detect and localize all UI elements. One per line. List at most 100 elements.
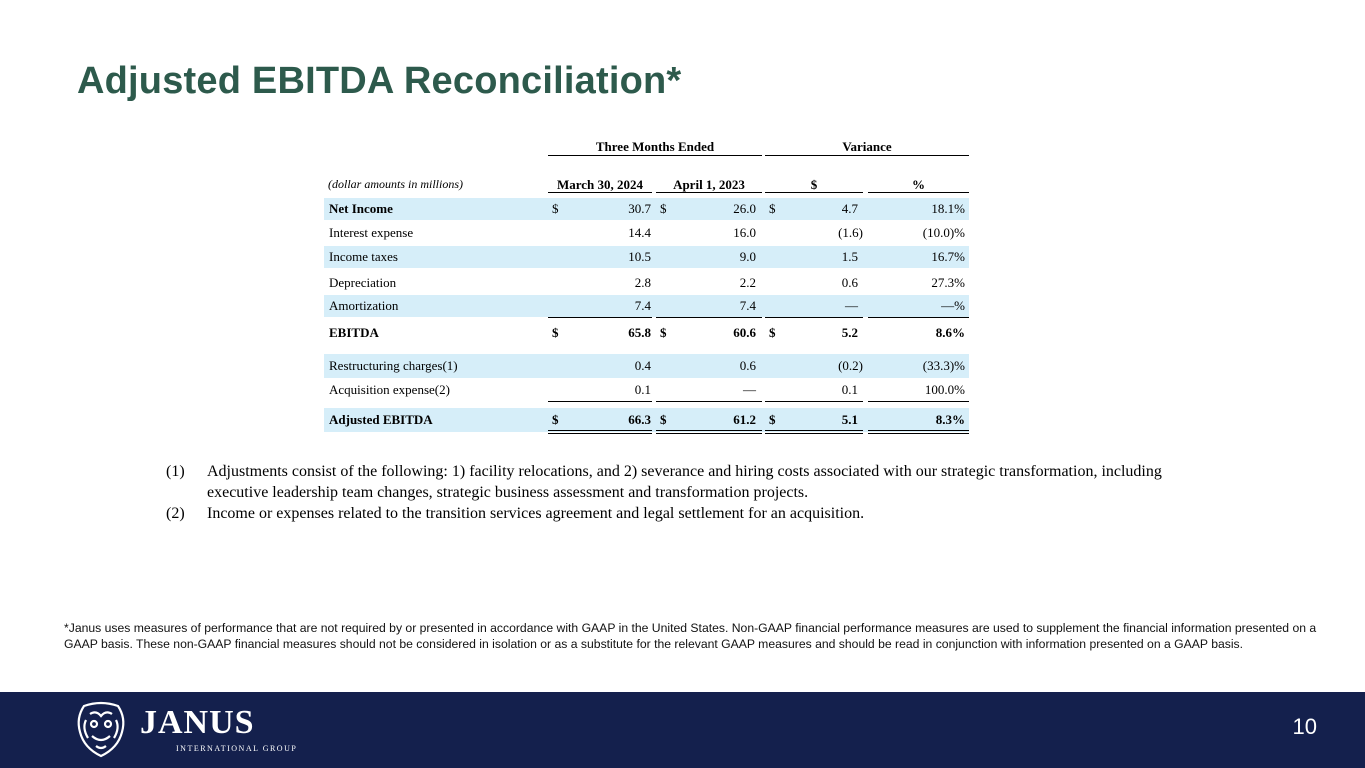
column-line-3 [765,192,863,193]
cell-april-2023: — [743,382,756,397]
row-label: Net Income [329,201,393,216]
row-label: EBITDA [329,325,379,340]
footnote-2: (2) Income or expenses related to the tr… [166,503,1176,524]
subtotal-underline-4 [868,317,969,318]
currency-symbol: $ [769,201,776,216]
cell-variance-percent: —% [941,298,965,313]
row-label: Adjusted EBITDA [329,412,433,427]
cell-variance-dollar: 4.7 [841,201,858,216]
cell-variance-dollar: 0.1 [841,382,858,397]
column-header-april-2023: April 1, 2023 [673,177,745,192]
footnote-text: Adjustments consist of the following: 1)… [207,463,1162,501]
table-row-adjusted-ebitda: Adjusted EBITDA $ 66.3 $ 61.2 $ 5.1 8.3% [324,408,969,432]
logo-wordmark: JANUS [140,704,255,741]
page-number: 10 [1292,714,1317,739]
subtotal-underline-1 [548,317,652,318]
adjustment-underline-4 [868,401,969,402]
cell-april-2023: 60.6 [733,325,756,340]
cell-april-2023: 2.2 [739,275,756,290]
table-row-acquisition-expense: Acquisition expense(2) 0.1 — 0.1 100.0% [324,379,969,401]
cell-variance-dollar: 1.5 [841,249,858,264]
cell-april-2023: 26.0 [733,201,756,216]
cell-variance-dollar: (0.2) [838,358,863,373]
cell-variance-percent: 18.1% [931,201,965,216]
table-row-interest-expense: Interest expense 14.4 16.0 (1.6) (10.0)% [324,222,969,244]
cell-march-2024: 66.3 [628,412,651,427]
total-double-underline-4 [868,430,969,434]
row-label: Depreciation [329,275,397,290]
column-line-1 [548,192,652,193]
cell-variance-percent: 8.3% [935,412,965,427]
footer-bar: JANUS INTERNATIONAL GROUP 10 [0,692,1365,768]
column-line-2 [656,192,762,193]
total-double-underline-2 [656,430,762,434]
cell-variance-percent: (10.0)% [922,225,965,240]
footnote-text: Income or expenses related to the transi… [207,505,865,522]
table-row-net-income: Net Income $ 30.7 $ 26.0 $ 4.7 18.1% [324,198,969,220]
adjustment-underline-1 [548,401,652,402]
cell-variance-dollar: (1.6) [838,225,863,240]
column-header-march-2024: March 30, 2024 [556,177,644,192]
currency-symbol: $ [552,412,559,427]
row-label: Acquisition expense(2) [329,382,450,397]
currency-symbol: $ [660,201,667,216]
gaap-disclaimer: *Janus uses measures of performance that… [64,621,1317,651]
table-row-restructuring-charges: Restructuring charges(1) 0.4 0.6 (0.2) (… [324,354,969,378]
currency-symbol: $ [769,412,776,427]
cell-variance-dollar: 5.1 [841,412,858,427]
cell-variance-percent: (33.3)% [922,358,965,373]
currency-symbol: $ [552,201,559,216]
table-row-income-taxes: Income taxes 10.5 9.0 1.5 16.7% [324,246,969,268]
cell-variance-dollar: 5.2 [841,325,858,340]
cell-march-2024: 65.8 [628,325,651,340]
cell-march-2024: 7.4 [634,298,651,313]
cell-march-2024: 14.4 [628,225,651,240]
total-double-underline-3 [765,430,863,434]
table-row-amortization: Amortization 7.4 7.4 — —% [324,295,969,317]
row-label: Restructuring charges(1) [329,358,458,373]
group-header-three-months: Three Months Ended [595,139,715,154]
cell-variance-percent: 8.6% [935,325,965,340]
cell-variance-percent: 100.0% [924,382,965,397]
group-line-three-months [548,155,762,156]
cell-march-2024: 2.8 [634,275,651,290]
cell-variance-percent: 16.7% [931,249,965,264]
currency-symbol: $ [660,325,667,340]
total-double-underline-1 [548,430,652,434]
group-line-variance [765,155,969,156]
cell-april-2023: 9.0 [739,249,756,264]
currency-symbol: $ [660,412,667,427]
cell-march-2024: 0.1 [634,382,651,397]
adjustment-underline-2 [656,401,762,402]
row-label: Income taxes [329,249,398,264]
cell-march-2024: 30.7 [628,201,651,216]
column-line-4 [868,192,969,193]
cell-march-2024: 10.5 [628,249,651,264]
footnote-1: (1) Adjustments consist of the following… [166,461,1176,503]
slide-title: Adjusted EBITDA Reconciliation* [77,60,682,102]
footnote-number: (2) [166,505,185,522]
cell-variance-dollar: — [845,298,858,313]
currency-symbol: $ [552,325,559,340]
footnotes: (1) Adjustments consist of the following… [166,461,1176,524]
cell-april-2023: 0.6 [739,358,756,373]
units-label: (dollar amounts in millions) [328,177,464,191]
janus-lion-icon [77,701,125,758]
cell-april-2023: 16.0 [733,225,756,240]
column-header-variance-dollar: $ [810,177,818,192]
table-row-depreciation: Depreciation 2.8 2.2 0.6 27.3% [324,272,969,294]
row-label: Amortization [329,298,399,313]
row-label: Interest expense [329,225,414,240]
cell-april-2023: 61.2 [733,412,756,427]
subtotal-underline-3 [765,317,863,318]
column-header-variance-percent: % [912,177,925,192]
cell-variance-percent: 27.3% [931,275,965,290]
table-row-ebitda: EBITDA $ 65.8 $ 60.6 $ 5.2 8.6% [324,322,969,344]
group-header-variance: Variance [842,139,892,154]
cell-variance-dollar: 0.6 [841,275,858,290]
adjustment-underline-3 [765,401,863,402]
cell-march-2024: 0.4 [634,358,651,373]
logo-subtitle: INTERNATIONAL GROUP [176,744,298,753]
subtotal-underline-2 [656,317,762,318]
footnote-number: (1) [166,463,185,480]
